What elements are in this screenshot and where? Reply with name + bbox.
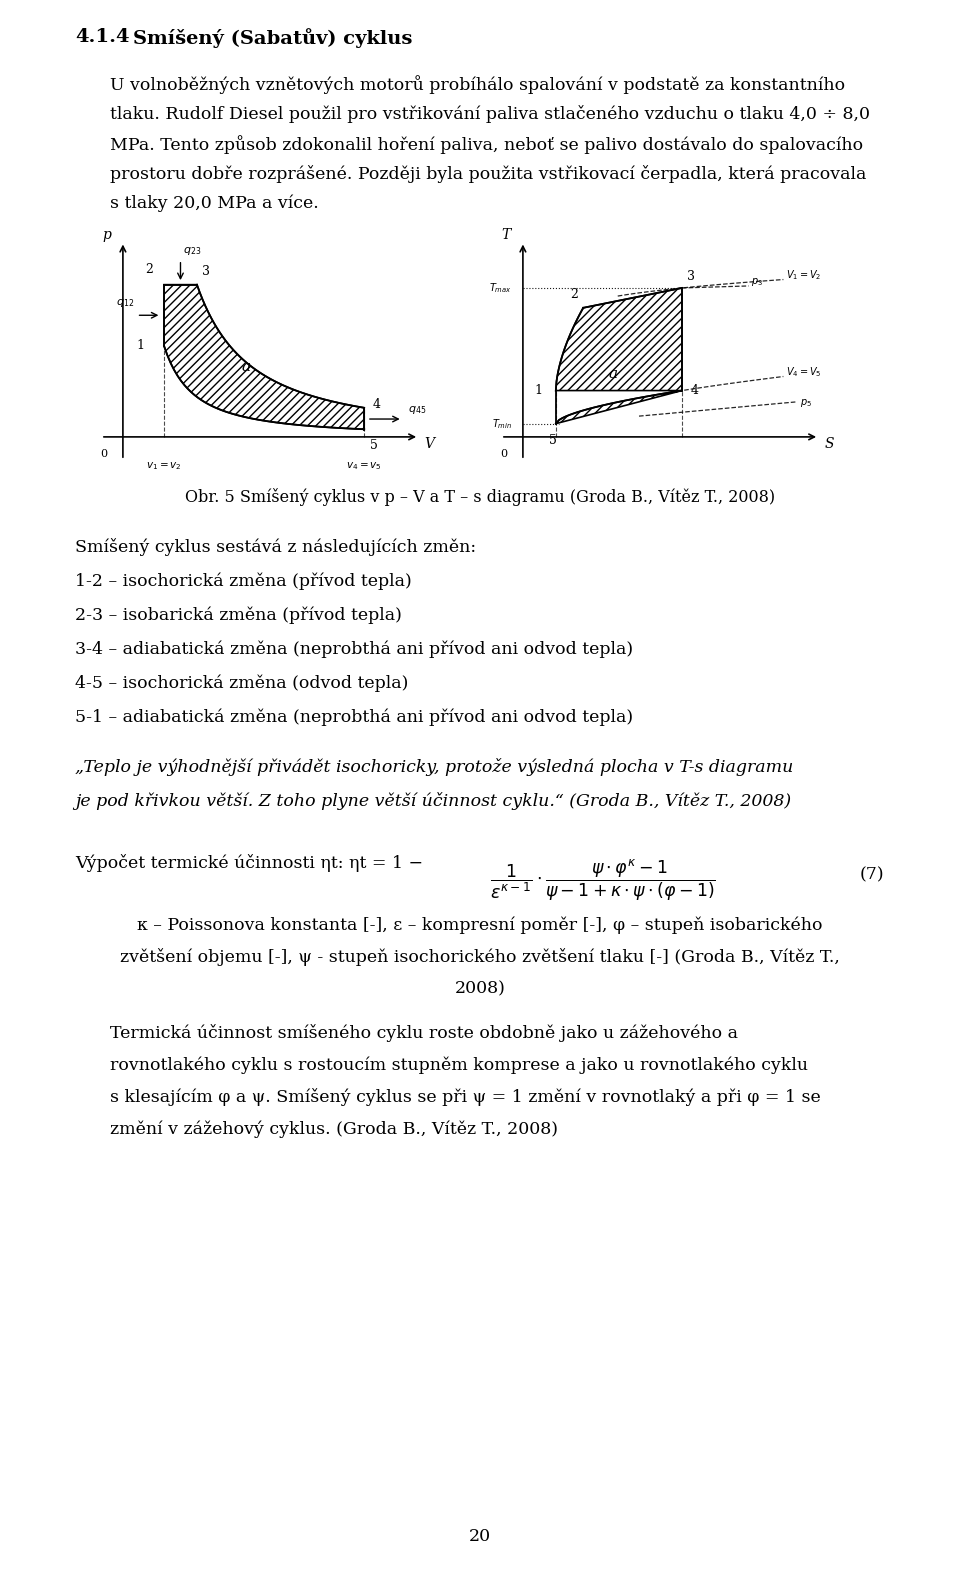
Text: 5: 5: [370, 439, 377, 451]
Text: rovnotlakého cyklu s rostoucím stupněm komprese a jako u rovnotlakého cyklu: rovnotlakého cyklu s rostoucím stupněm k…: [110, 1055, 808, 1073]
Text: 1: 1: [137, 340, 145, 352]
Text: $V_4=V_5$: $V_4=V_5$: [786, 365, 822, 379]
Text: s tlaky 20,0 MPa a více.: s tlaky 20,0 MPa a více.: [110, 195, 319, 212]
Text: změní v zážehový cyklus. (Groda B., Vítěz T., 2008): změní v zážehový cyklus. (Groda B., Vítě…: [110, 1120, 558, 1137]
Text: p: p: [102, 228, 111, 242]
Text: S: S: [825, 437, 834, 450]
Text: 4: 4: [372, 398, 380, 411]
Text: $q_{45}$: $q_{45}$: [408, 404, 426, 415]
Text: prostoru dobře rozprášené. Později byla použita vstřikovací čerpadla, která prac: prostoru dobře rozprášené. Později byla …: [110, 165, 866, 182]
Text: 2: 2: [570, 288, 578, 300]
Text: MPa. Tento způsob zdokonalil hoření paliva, neboť se palivo dostávalo do spalova: MPa. Tento způsob zdokonalil hoření pali…: [110, 135, 863, 154]
Text: $T_{max}$: $T_{max}$: [489, 282, 512, 294]
Text: V: V: [424, 437, 435, 450]
Text: tlaku. Rudolf Diesel použil pro vstřikování paliva stlačeného vzduchu o tlaku 4,: tlaku. Rudolf Diesel použil pro vstřikov…: [110, 105, 870, 123]
Text: Smíšený (Sabatův) cyklus: Smíšený (Sabatův) cyklus: [133, 28, 413, 47]
Text: zvětšení objemu [-], ψ - stupeň isochorického zvětšení tlaku [-] (Groda B., Vítě: zvětšení objemu [-], ψ - stupeň isochori…: [120, 949, 840, 966]
Text: 3-4 – adiabatická změna (neprobthá ani přívod ani odvod tepla): 3-4 – adiabatická změna (neprobthá ani p…: [75, 640, 634, 658]
Text: 5: 5: [549, 434, 557, 447]
Text: $v_1=v_2$: $v_1=v_2$: [146, 459, 182, 472]
Text: Výpočet termické účinnosti ηt: ηt = 1 −: Výpočet termické účinnosti ηt: ηt = 1 −: [75, 854, 423, 871]
Text: (7): (7): [860, 867, 884, 882]
Text: a: a: [609, 367, 618, 381]
Text: 3: 3: [203, 264, 210, 278]
Text: 4: 4: [690, 384, 698, 396]
Text: 2008): 2008): [455, 980, 505, 997]
Text: a: a: [242, 360, 251, 374]
Text: 4-5 – isochorická změna (odvod tepla): 4-5 – isochorická změna (odvod tepla): [75, 673, 408, 692]
Text: $T_{min}$: $T_{min}$: [492, 417, 512, 431]
Text: Termická účinnost smíšeného cyklu roste obdobně jako u zážehového a: Termická účinnost smíšeného cyklu roste …: [110, 1024, 738, 1041]
Text: 0: 0: [100, 448, 108, 459]
Text: „Teplo je výhodnější přivádět isochoricky, protože výsledná plocha v T-s diagram: „Teplo je výhodnější přivádět isochorick…: [75, 758, 793, 775]
Text: 4.1.4: 4.1.4: [75, 28, 130, 46]
Text: 0: 0: [500, 448, 507, 459]
Text: $q_{12}$: $q_{12}$: [116, 297, 133, 308]
Text: je pod křivkou větší. Z toho plyne větší účinnost cyklu.“ (Groda B., Vítěz T., 2: je pod křivkou větší. Z toho plyne větší…: [75, 791, 791, 810]
Text: 1-2 – isochorická změna (přívod tepla): 1-2 – isochorická změna (přívod tepla): [75, 573, 412, 590]
Text: 2: 2: [145, 263, 153, 277]
Text: Obr. 5 Smíšený cyklus v p – V a T – s diagramu (Groda B., Vítěz T., 2008): Obr. 5 Smíšený cyklus v p – V a T – s di…: [185, 488, 775, 507]
Text: 2-3 – isobarická změna (přívod tepla): 2-3 – isobarická změna (přívod tepla): [75, 606, 402, 623]
Text: κ – Poissonova konstanta [-], ε – kompresní poměr [-], φ – stupeň isobarického: κ – Poissonova konstanta [-], ε – kompre…: [137, 915, 823, 933]
Text: $V_1=V_2$: $V_1=V_2$: [786, 267, 822, 282]
Text: $p_3$: $p_3$: [752, 277, 763, 288]
Text: $\dfrac{1}{\varepsilon^{\kappa-1}} \cdot \dfrac{\psi \cdot \varphi^{\kappa}-1}{\: $\dfrac{1}{\varepsilon^{\kappa-1}} \cdot…: [490, 857, 716, 903]
Text: Smíšený cyklus sestává z následujících změn:: Smíšený cyklus sestává z následujících z…: [75, 538, 476, 555]
Text: s klesajícím φ a ψ. Smíšený cyklus se při ψ = 1 změní v rovnotlaký a při φ = 1 s: s klesajícím φ a ψ. Smíšený cyklus se př…: [110, 1089, 821, 1106]
Text: 5-1 – adiabatická změna (neprobthá ani přívod ani odvod tepla): 5-1 – adiabatická změna (neprobthá ani p…: [75, 708, 634, 725]
Text: $q_{23}$: $q_{23}$: [183, 244, 202, 256]
Text: T: T: [502, 228, 511, 242]
Text: 3: 3: [687, 271, 695, 283]
Text: U volnoběžných vznětových motorů probíhálo spalování v podstatě za konstantního: U volnoběžných vznětových motorů probíhá…: [110, 76, 845, 94]
Text: 20: 20: [468, 1527, 492, 1545]
Text: 1: 1: [534, 384, 542, 396]
Text: $p_5$: $p_5$: [800, 396, 812, 409]
Text: $v_4=v_5$: $v_4=v_5$: [347, 459, 382, 472]
